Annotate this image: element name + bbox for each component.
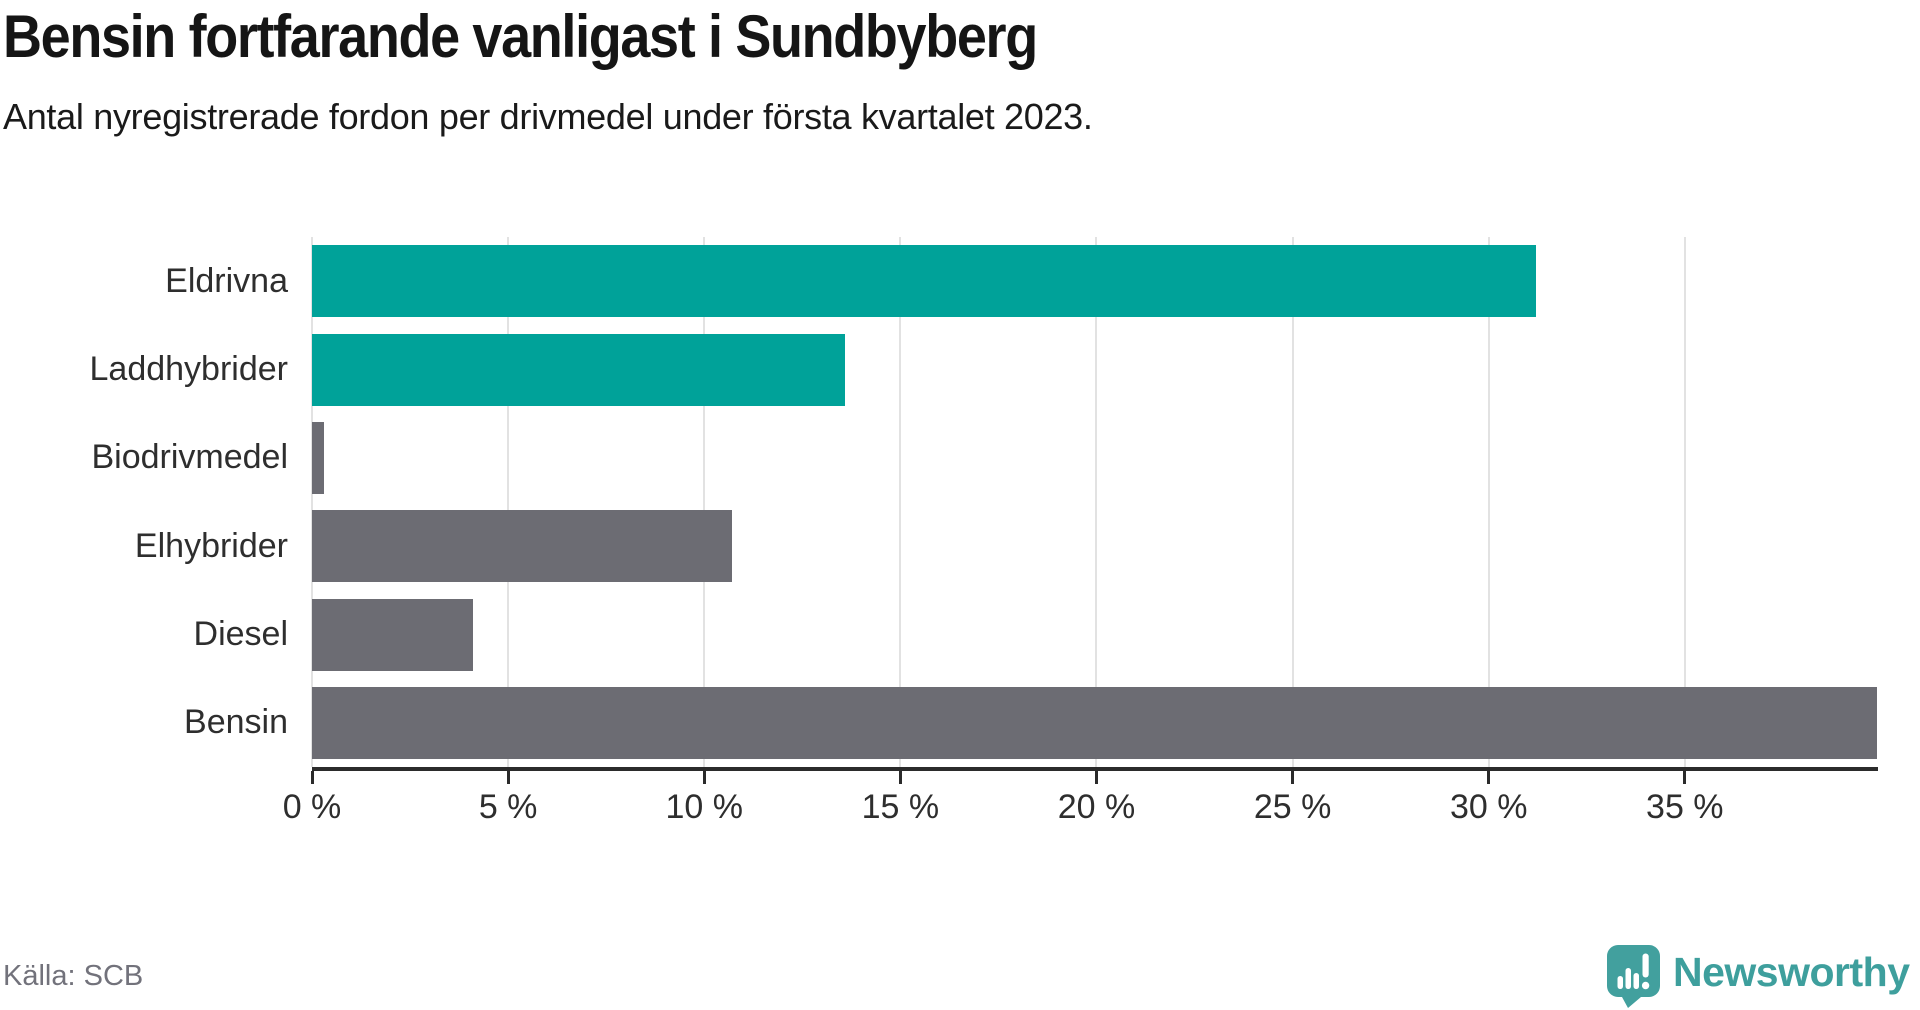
x-tick-label: 30 % <box>1449 788 1528 826</box>
newsworthy-logo-text: Newsworthy <box>1673 949 1910 995</box>
chart-title: Bensin fortfarande vanligast i Sundbyber… <box>3 3 1038 70</box>
newsworthy-logo: Newsworthy <box>1607 945 1910 1008</box>
bar-eldrivna <box>312 245 1536 318</box>
gridline <box>311 237 313 767</box>
x-tick <box>898 771 902 784</box>
x-tick <box>702 771 706 784</box>
category-label: Biodrivmedel <box>91 438 288 477</box>
y-axis-category-labels: Eldrivna Laddhybrider Biodrivmedel Elhybrid… <box>0 237 288 767</box>
category-label: Bensin <box>184 703 288 742</box>
logo-mini-bar-2 <box>1625 968 1631 989</box>
bar-elhybrider <box>312 510 732 583</box>
x-axis-line <box>312 767 1878 771</box>
x-tick-label: 20 % <box>1057 788 1136 826</box>
x-tick <box>1291 771 1295 784</box>
plot-area <box>311 237 1877 767</box>
gridline <box>1683 237 1686 767</box>
category-label: Laddhybrider <box>89 349 288 388</box>
logo-exclamation-dot <box>1641 981 1650 990</box>
gridline <box>703 237 706 767</box>
bar-bensin <box>312 686 1877 759</box>
logo-exclamation-stem <box>1642 953 1649 978</box>
x-tick <box>1487 771 1491 784</box>
bar-laddhybrider <box>312 333 846 406</box>
x-tick-label: 15 % <box>861 788 940 826</box>
logo-mini-bar-1 <box>1617 976 1623 989</box>
x-tick <box>310 771 314 784</box>
x-tick-label: 10 % <box>665 788 743 826</box>
category-label: Elhybrider <box>134 526 288 565</box>
newsworthy-logo-icon <box>1607 945 1660 1008</box>
gridline <box>507 237 510 767</box>
x-tick-label: 0 % <box>282 788 342 826</box>
gridline <box>1291 237 1294 767</box>
x-tick <box>1094 771 1098 784</box>
chart-subtitle: Antal nyregistrerade fordon per drivmede… <box>3 96 1093 137</box>
gridline <box>899 237 902 767</box>
x-tick <box>1683 771 1687 784</box>
bar-biodrivmedel <box>312 421 324 494</box>
x-tick-label: 5 % <box>478 788 538 826</box>
logo-mini-bar-3 <box>1633 973 1639 989</box>
x-tick-label: 25 % <box>1253 788 1332 826</box>
category-label: Eldrivna <box>165 261 288 300</box>
gridline <box>1095 237 1098 767</box>
x-tick-label: 35 % <box>1646 788 1724 826</box>
x-tick <box>506 771 510 784</box>
source-note: Källa: SCB <box>3 960 144 992</box>
category-label: Diesel <box>193 614 288 653</box>
gridline <box>1487 237 1490 767</box>
bar-diesel <box>312 598 473 671</box>
